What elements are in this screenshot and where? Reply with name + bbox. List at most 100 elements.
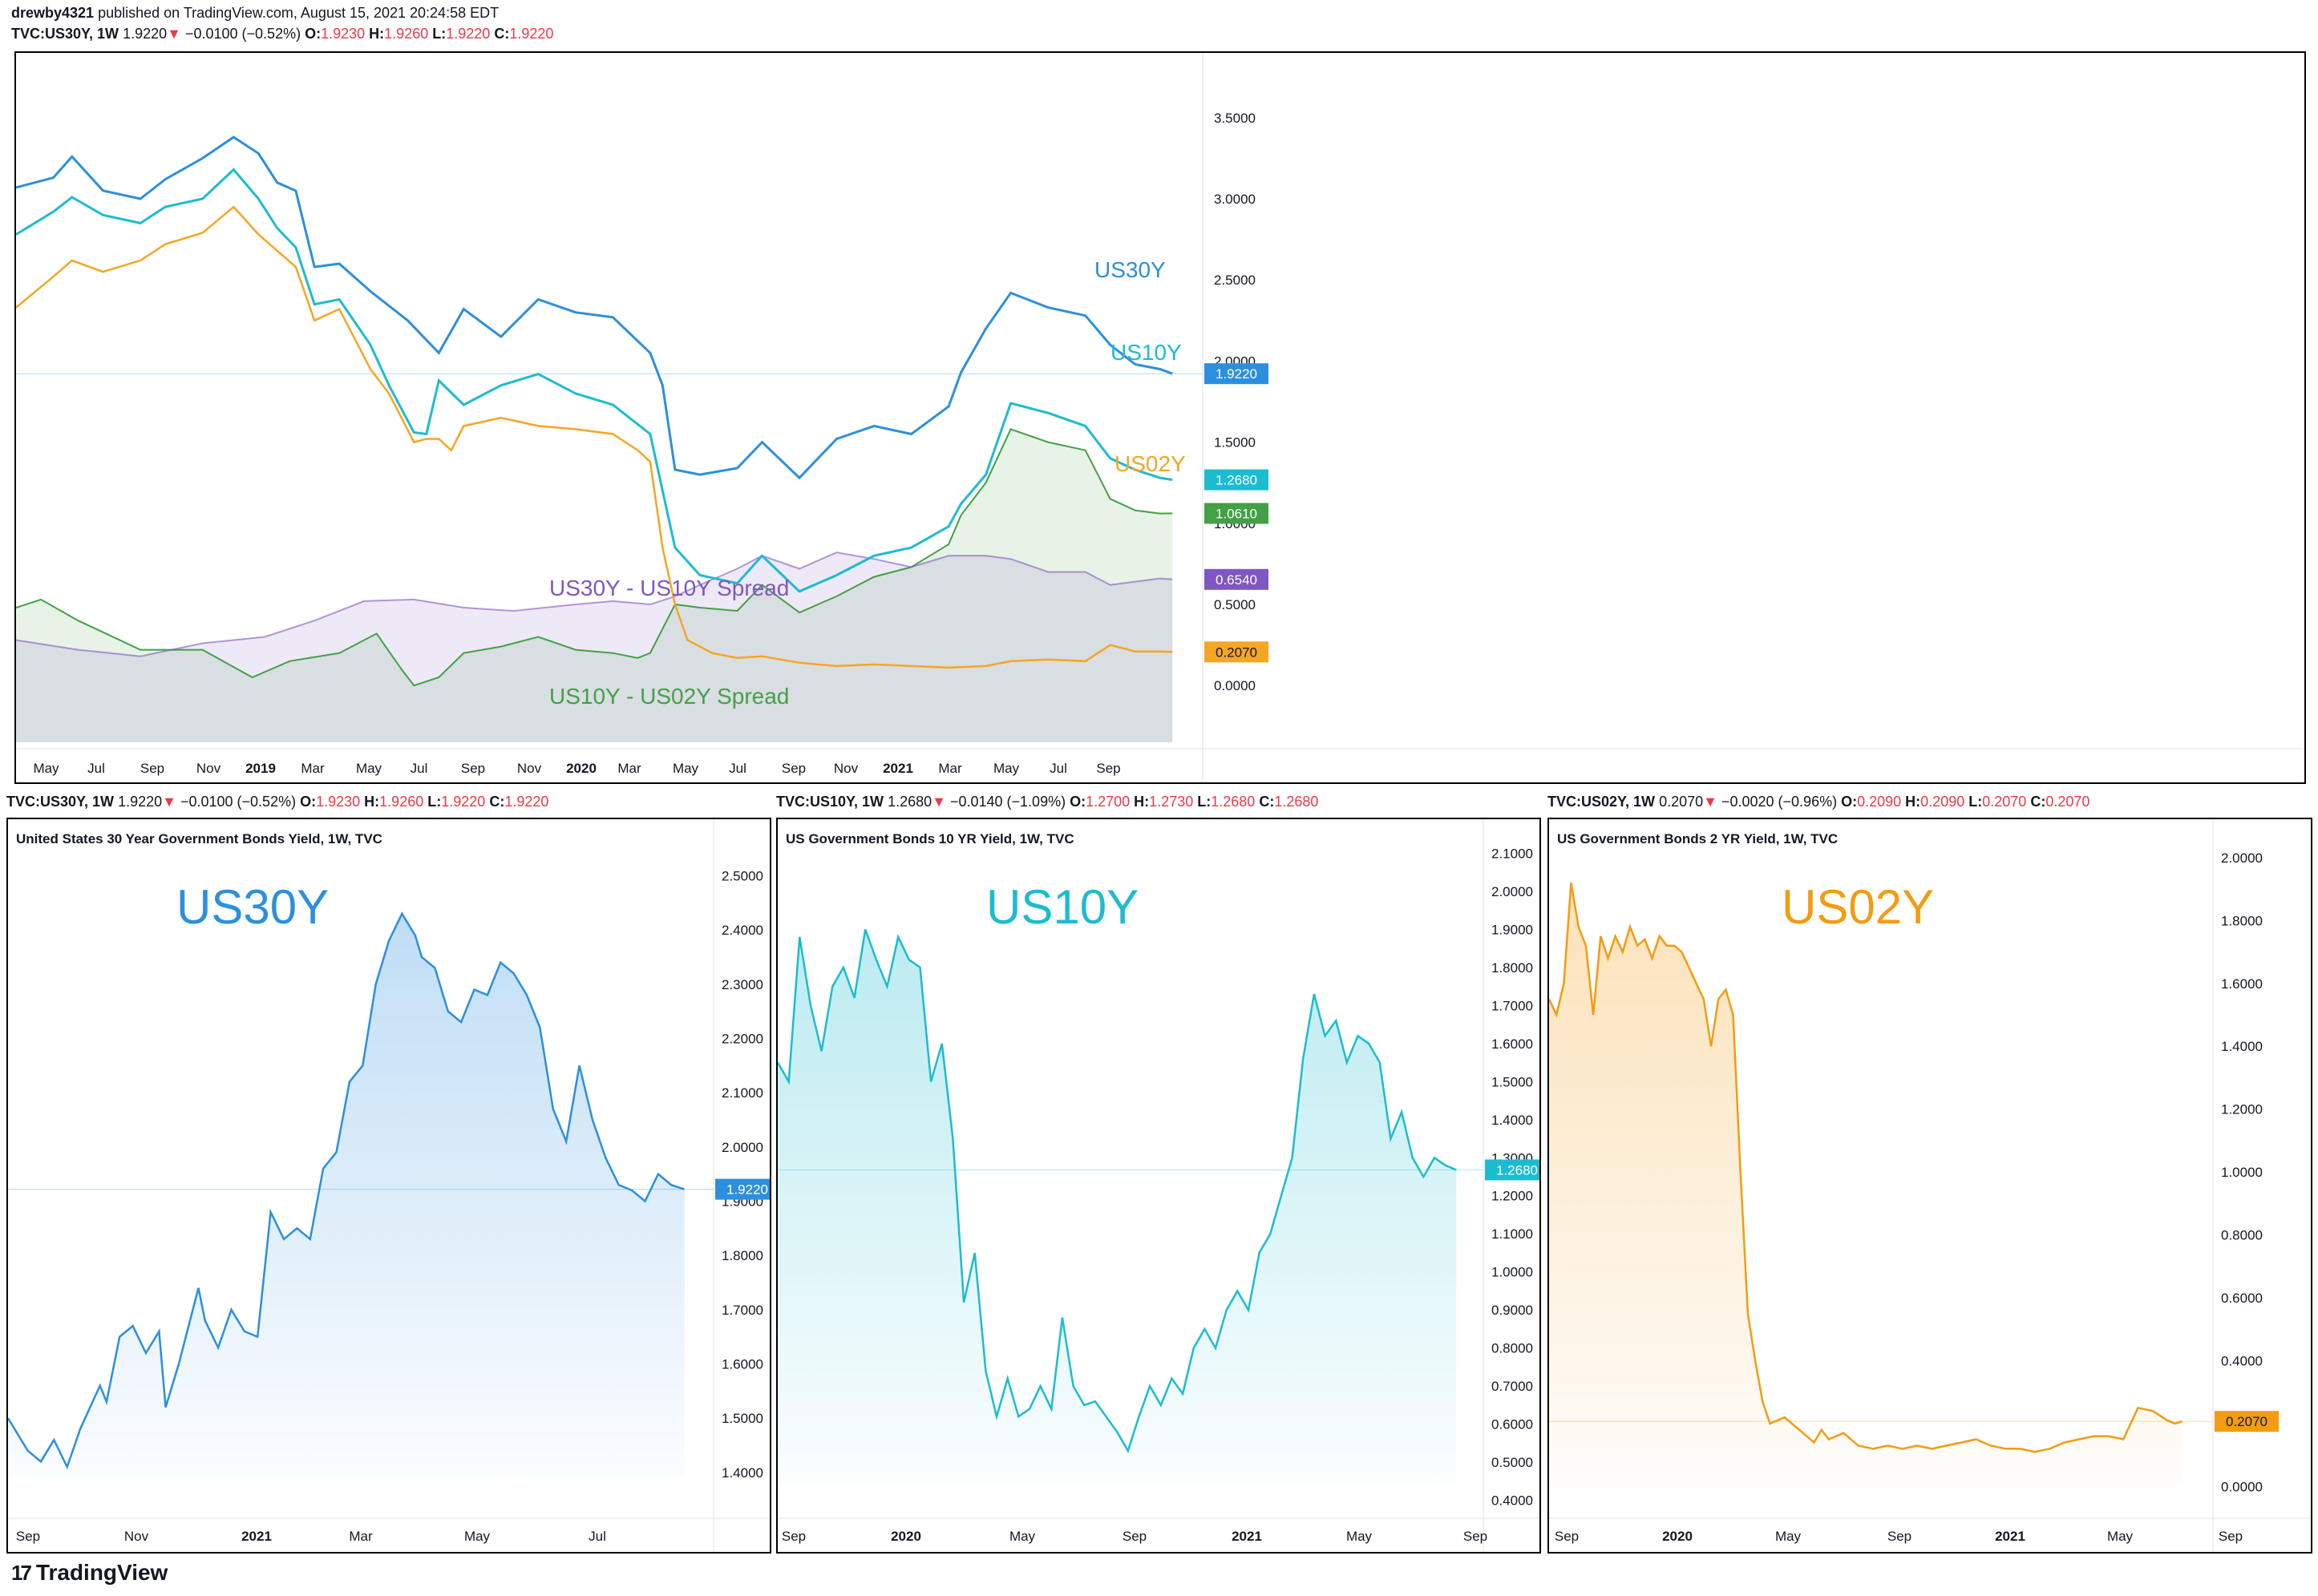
x-tick-label: May	[1009, 1529, 1036, 1544]
x-tick-label: Mar	[617, 761, 641, 776]
x-tick-label: May	[464, 1529, 491, 1544]
y-tick-label: 0.8000	[2221, 1228, 2263, 1243]
main-chart[interactable]: 3.50003.00002.50002.00001.50001.00000.50…	[16, 53, 2304, 782]
x-tick-label: Sep	[140, 761, 164, 776]
sub-chart-title: US Government Bonds 10 YR Yield, 1W, TVC	[786, 831, 1074, 846]
x-tick-label: Sep	[1887, 1529, 1911, 1544]
price-label-bg	[1485, 1159, 1539, 1181]
x-tick-label: Sep	[2219, 1529, 2243, 1544]
x-tick-label: May	[356, 761, 382, 776]
y-tick-label: 2.4000	[722, 923, 763, 938]
y-tick-label: 1.5000	[1214, 435, 1256, 451]
author-name[interactable]: drewby4321	[11, 5, 95, 21]
x-tick-label: Sep	[16, 1529, 40, 1544]
y-tick-label: 2.0000	[1491, 884, 1533, 899]
price-label: 1.9220	[1216, 366, 1257, 382]
publisher-line: drewby4321 published on TradingView.com,…	[11, 5, 499, 22]
price-label: 0.2070	[2226, 1414, 2267, 1429]
sub-chart-annotation: US30Y	[176, 880, 329, 934]
y-tick-label: 1.4000	[722, 1465, 763, 1481]
x-tick-label: Jul	[1050, 761, 1067, 776]
price-label-bg	[1204, 469, 1268, 491]
down-arrow-icon: ▼	[162, 794, 176, 810]
x-tick-label: Nov	[196, 761, 221, 776]
us30y-panel[interactable]: United States 30 Year Government Bonds Y…	[6, 818, 771, 1554]
x-tick-label: 2020	[891, 1529, 921, 1544]
us10y-annotation: US10Y	[1110, 340, 1182, 365]
us30y-annotation: US30Y	[1094, 257, 1166, 282]
spread-30-10-area	[16, 552, 1173, 742]
us02y-line	[16, 205, 1173, 669]
brand-name: TradingView	[35, 1560, 168, 1585]
y-tick-label: 1.7000	[1491, 998, 1533, 1013]
price-label: 0.6540	[1216, 572, 1257, 588]
us02y-panel[interactable]: US Government Bonds 2 YR Yield, 1W, TVC 2…	[1547, 818, 2312, 1554]
y-tick-label: 3.0000	[1214, 192, 1256, 207]
series-area	[778, 929, 1457, 1485]
y-tick-label: 1.0000	[1491, 1265, 1533, 1280]
x-tick-label: 2021	[241, 1529, 272, 1544]
us02y-annotation: US02Y	[1115, 451, 1186, 476]
price-label: 0.2070	[1216, 644, 1257, 660]
sub-legend-us30y: TVC:US30Y, 1W 1.9220▼ −0.0100 (−0.52%) O…	[6, 794, 549, 810]
x-tick-label: 2020	[1662, 1529, 1693, 1544]
y-tick-label: 0.0000	[2221, 1479, 2263, 1494]
x-tick-label: Jul	[589, 1529, 606, 1544]
x-tick-label: 2021	[1232, 1529, 1262, 1544]
y-tick-label: 0.4000	[2221, 1353, 2263, 1368]
y-tick-label: 2.5000	[1214, 273, 1256, 288]
tradingview-logo[interactable]: 17 TradingView	[11, 1560, 168, 1586]
y-tick-label: 1.2000	[2221, 1102, 2263, 1117]
price-label-bg	[1204, 363, 1268, 385]
price-label: 1.2680	[1216, 473, 1257, 488]
y-tick-label: 0.9000	[1491, 1303, 1533, 1318]
sub-legend-symbol[interactable]: TVC:US10Y, 1W	[776, 794, 884, 810]
y-tick-label: 2.0000	[722, 1140, 763, 1155]
y-tick-label: 1.0000	[2221, 1165, 2263, 1180]
series-line	[778, 928, 1457, 1453]
tradingview-logo-icon: 17	[11, 1560, 32, 1585]
sub-legend-symbol[interactable]: TVC:US02Y, 1W	[1547, 794, 1656, 810]
sub-chart-annotation: US10Y	[986, 880, 1139, 934]
y-tick-label: 1.8000	[1491, 960, 1533, 976]
main-legend: TVC:US30Y, 1W 1.9220▼ −0.0100 (−0.52%) O…	[11, 26, 554, 42]
main-legend-symbol[interactable]: TVC:US30Y, 1W	[11, 26, 119, 42]
y-tick-label: 1.1000	[1491, 1226, 1533, 1242]
price-label-bg	[1204, 641, 1268, 663]
spread-10-02-annotation: US10Y - US02Y Spread	[549, 684, 789, 709]
us30y-line	[16, 135, 1173, 480]
y-tick-label: 3.5000	[1214, 111, 1256, 126]
x-tick-label: Sep	[782, 761, 806, 776]
y-tick-label: 1.4000	[1491, 1113, 1533, 1128]
main-chart-panel[interactable]: 3.50003.00002.50002.00001.50001.00000.50…	[14, 51, 2306, 784]
x-tick-label: 2021	[883, 761, 913, 776]
y-tick-label: 1.7000	[722, 1303, 763, 1318]
us10y-chart[interactable]: US Government Bonds 10 YR Yield, 1W, TVC…	[778, 819, 1539, 1552]
x-tick-label: May	[1346, 1529, 1373, 1544]
y-tick-label: 0.6000	[1491, 1417, 1533, 1432]
spread-30-10-annotation: US30Y - US10Y Spread	[549, 576, 789, 600]
price-label: 1.0610	[1216, 506, 1257, 521]
down-arrow-icon: ▼	[1703, 794, 1717, 810]
y-tick-label: 0.7000	[1491, 1379, 1533, 1394]
spread-30-10-line	[16, 552, 1173, 657]
y-tick-label: 0.0000	[1214, 678, 1256, 693]
x-tick-label: Nov	[124, 1529, 149, 1544]
y-tick-label: 1.6000	[2221, 976, 2263, 992]
sub-legend-symbol[interactable]: TVC:US30Y, 1W	[6, 794, 115, 810]
price-label-bg	[2215, 1411, 2279, 1432]
x-tick-label: May	[673, 761, 699, 776]
x-tick-label: Nov	[834, 761, 859, 776]
y-tick-label: 2.2000	[722, 1031, 763, 1046]
y-tick-label: 2.1000	[1491, 846, 1533, 861]
us02y-chart[interactable]: US Government Bonds 2 YR Yield, 1W, TVC 2…	[1549, 819, 2311, 1552]
x-tick-label: Mar	[349, 1529, 373, 1544]
y-tick-label: 1.5000	[1491, 1074, 1533, 1089]
price-label-bg	[715, 1178, 770, 1200]
x-tick-label: May	[1775, 1529, 1802, 1544]
series-line	[8, 911, 685, 1470]
x-tick-label: May	[2107, 1529, 2134, 1544]
us10y-panel[interactable]: US Government Bonds 10 YR Yield, 1W, TVC…	[776, 818, 1541, 1554]
us30y-chart[interactable]: United States 30 Year Government Bonds Y…	[8, 819, 770, 1552]
x-tick-label: 2021	[1995, 1529, 2025, 1544]
